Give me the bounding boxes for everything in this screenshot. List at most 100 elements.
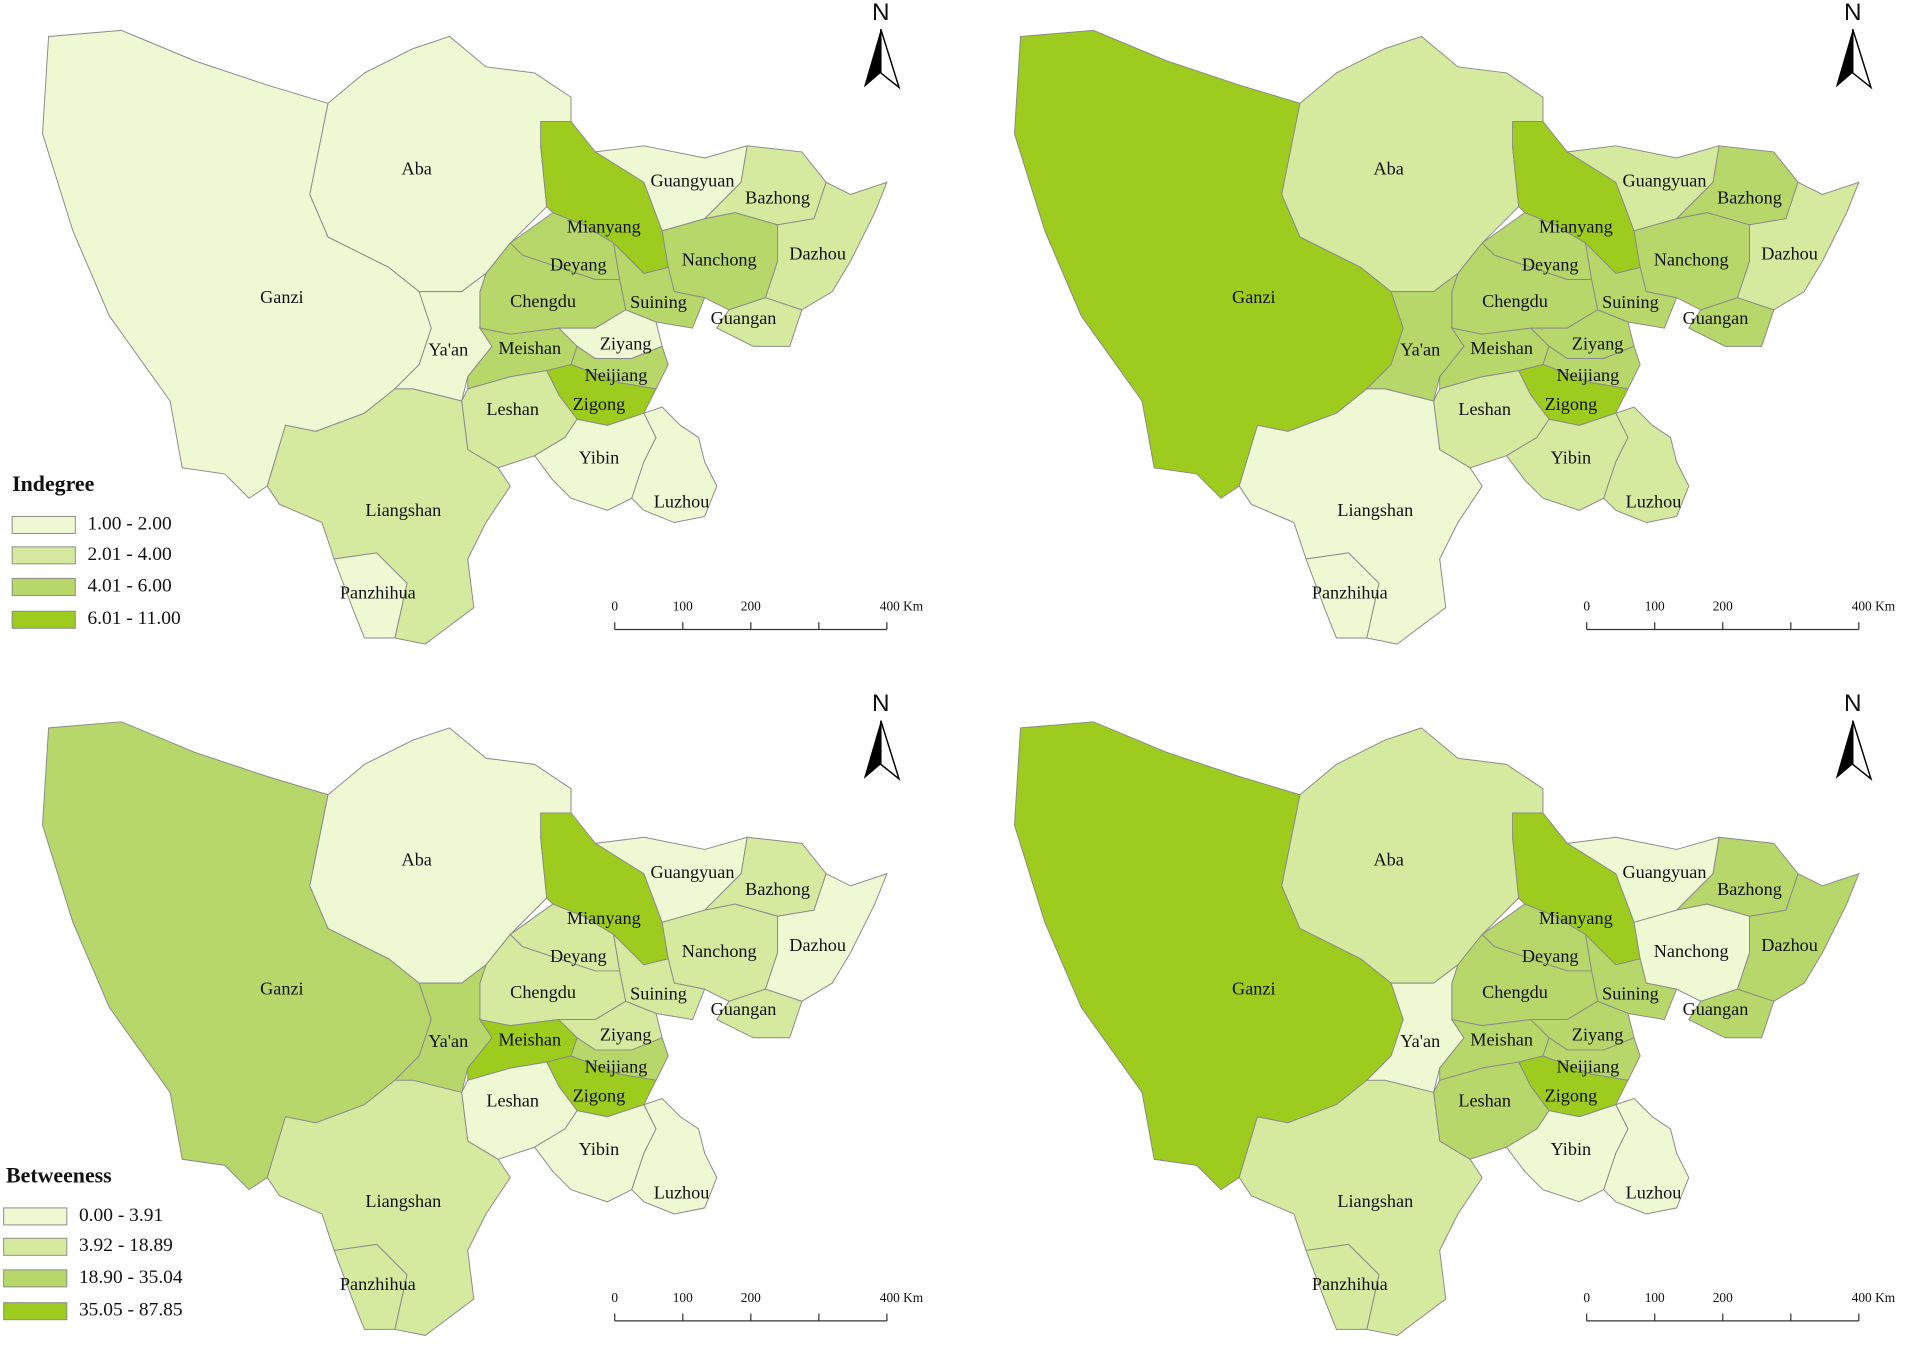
scale-label: 0 <box>611 1290 618 1305</box>
region <box>333 552 408 639</box>
region-label: Nanchong <box>1654 941 1729 961</box>
legend-swatch <box>3 1302 68 1321</box>
region <box>631 406 718 524</box>
north-arrow-left <box>1835 720 1853 779</box>
region-label: Bazhong <box>745 879 810 899</box>
region-label: Liangshan <box>1337 1191 1413 1211</box>
region <box>1736 181 1860 311</box>
region-label: Ziyang <box>600 1025 652 1045</box>
region-label: Ya'an <box>1400 1031 1440 1051</box>
region-label: Mianyang <box>1539 908 1613 928</box>
scale-label: 200 <box>1713 599 1733 614</box>
scale-label: 200 <box>741 599 761 614</box>
region-label: Luzhou <box>1626 1183 1682 1203</box>
region-label: Panzhihua <box>1312 582 1388 602</box>
legend-swatch <box>11 546 76 565</box>
scale-label: 0 <box>1583 1290 1590 1305</box>
region-label: Neijiang <box>1557 1056 1620 1076</box>
region <box>1305 1243 1380 1330</box>
region-label: Guangyuan <box>651 862 735 882</box>
region-label: Ya'an <box>428 339 468 359</box>
region <box>1305 552 1380 639</box>
region-label: Guangyuan <box>651 170 735 190</box>
region <box>1603 1097 1690 1215</box>
region-label: Neijiang <box>585 1056 648 1076</box>
region <box>1603 406 1690 524</box>
scale-label: 0 <box>611 599 618 614</box>
region-label: Zigong <box>1545 394 1598 414</box>
region-label: Zigong <box>573 1086 626 1106</box>
region-label: Ziyang <box>600 333 652 353</box>
region-label: Liangshan <box>365 500 441 520</box>
region-label: Suining <box>1602 292 1659 312</box>
region-label: Ganzi <box>1232 287 1276 307</box>
scale-label: 400 Km <box>880 599 924 614</box>
legend-label: 3.92 - 18.89 <box>79 1235 173 1256</box>
legend-swatch <box>3 1237 68 1256</box>
region-label: Chengdu <box>510 291 576 311</box>
region-label: Guangyuan <box>1622 862 1706 882</box>
region-label: Chengdu <box>510 982 576 1002</box>
legend-label: 4.01 - 6.00 <box>87 575 171 596</box>
scale-label: 400 Km <box>880 1290 924 1305</box>
region-label: Zigong <box>1545 1086 1598 1106</box>
region-label: Guangan <box>1683 999 1749 1019</box>
region-label: Neijiang <box>1557 365 1620 385</box>
region-label: Chengdu <box>1482 982 1548 1002</box>
region-label: Ya'an <box>1400 339 1440 359</box>
region-label: Deyang <box>1522 946 1579 966</box>
region <box>1238 1079 1483 1337</box>
region <box>716 988 803 1039</box>
region-label: Neijiang <box>585 365 648 385</box>
region-label: Ganzi <box>1232 979 1276 999</box>
region-label: Leshan <box>486 1090 539 1110</box>
legend-label: 2.01 - 4.00 <box>87 544 171 565</box>
region <box>1736 872 1860 1002</box>
north-arrow-right <box>1852 28 1873 90</box>
region-label: Panzhihua <box>1312 1274 1388 1294</box>
region-label: Chengdu <box>1482 291 1548 311</box>
region-label: Suining <box>630 292 687 312</box>
north-label: N <box>1844 690 1862 717</box>
region-label: Meishan <box>498 338 561 358</box>
region-label: Yibin <box>1551 1139 1591 1159</box>
region-label: Bazhong <box>1717 187 1782 207</box>
legend-swatch <box>3 1207 68 1226</box>
region-label: Luzhou <box>654 491 710 511</box>
region-label: Yibin <box>579 1139 619 1159</box>
legend-swatch <box>11 577 76 596</box>
scale-label: 100 <box>1645 599 1665 614</box>
region-label: Deyang <box>1522 254 1579 274</box>
region-label: Nanchong <box>682 249 757 269</box>
region <box>333 1243 408 1330</box>
region-label: Dazhou <box>789 935 846 955</box>
region-label: Guangan <box>1683 308 1749 328</box>
legend-label: 1.00 - 2.00 <box>87 513 171 534</box>
legend-label: 6.01 - 11.00 <box>87 608 180 629</box>
scale-label: 100 <box>1645 1290 1665 1305</box>
region-label: Dazhou <box>1761 243 1818 263</box>
region-label: Nanchong <box>1654 249 1729 269</box>
region <box>1688 297 1775 347</box>
region-label: Leshan <box>1458 399 1511 419</box>
region-label: Ganzi <box>260 287 304 307</box>
region-label: Aba <box>402 158 432 178</box>
map-panel: Ganzi Aba Mianyang Guangyuan Bazhong Dazhou Na… <box>3 690 924 1337</box>
region <box>764 181 888 311</box>
region-label: Leshan <box>1458 1090 1511 1110</box>
region <box>266 388 511 645</box>
region-label: Bazhong <box>1717 879 1782 899</box>
region-label: Yibin <box>1551 448 1591 468</box>
region <box>1238 388 1483 645</box>
scale-label: 400 Km <box>1852 599 1896 614</box>
region <box>1688 988 1775 1039</box>
region-label: Ziyang <box>1572 333 1624 353</box>
scale-label: 200 <box>1713 1290 1733 1305</box>
region-label: Ganzi <box>260 979 304 999</box>
region <box>764 872 888 1002</box>
north-label: N <box>872 0 890 26</box>
region-label: Meishan <box>498 1030 561 1050</box>
legend-label: 0.00 - 3.91 <box>79 1205 163 1226</box>
region-label: Luzhou <box>1626 491 1682 511</box>
